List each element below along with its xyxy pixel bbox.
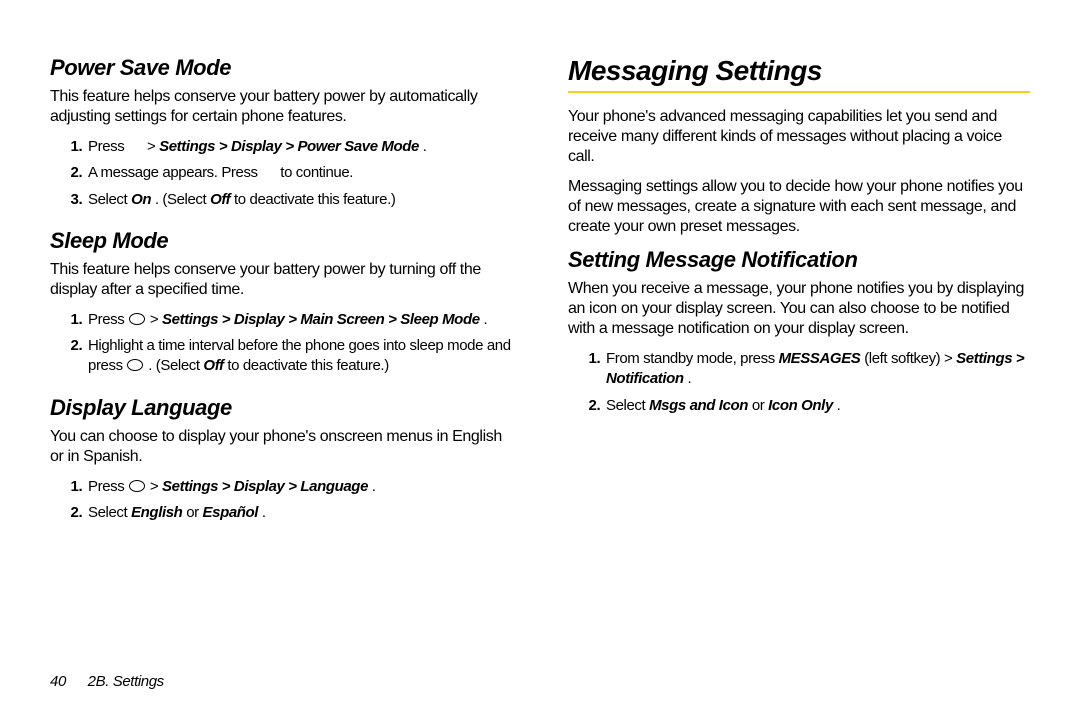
menu-path: Settings > Display > Language — [162, 478, 368, 495]
text: Press — [88, 138, 128, 155]
option-msgs-and-icon: Msgs and Icon — [649, 397, 748, 414]
section-display-language: Display Language You can choose to displ… — [50, 395, 512, 524]
text: A message appears. Press — [88, 164, 261, 181]
step: Select English or Español . — [86, 503, 512, 523]
text: . — [483, 311, 487, 328]
section-power-save: Power Save Mode This feature helps conse… — [50, 55, 512, 210]
text: to deactivate this feature.) — [227, 357, 388, 374]
steps-power-save: Press > Settings > Display > Power Save … — [50, 137, 512, 210]
steps-sleep-mode: Press > Settings > Display > Main Screen… — [50, 310, 512, 377]
section-label: 2B. Settings — [88, 673, 164, 690]
section-message-notification: Setting Message Notification When you re… — [568, 247, 1030, 416]
para-message-notification: When you receive a message, your phone n… — [568, 279, 1030, 339]
menu-path: Sleep Mode — [400, 311, 479, 328]
step: Select Msgs and Icon or Icon Only . — [604, 396, 1030, 416]
text: or — [752, 397, 768, 414]
text: . — [262, 504, 266, 521]
text: Press — [88, 311, 128, 328]
text: Select — [606, 397, 649, 414]
option-on: On — [131, 191, 151, 208]
text: . — [687, 370, 691, 387]
step: From standby mode, press MESSAGES (left … — [604, 349, 1030, 390]
text: > — [147, 138, 159, 155]
text: (left softkey) > — [864, 350, 956, 367]
text-sep: > — [388, 311, 400, 328]
left-column: Power Save Mode This feature helps conse… — [50, 55, 540, 690]
step: Press > Settings > Display > Power Save … — [86, 137, 512, 157]
step: Press > Settings > Display > Main Screen… — [86, 310, 512, 330]
text: . — [423, 138, 427, 155]
menu-key-icon — [129, 313, 145, 325]
heading-display-language: Display Language — [50, 395, 512, 421]
text: to continue. — [280, 164, 353, 181]
option-off: Off — [203, 357, 223, 374]
steps-message-notification: From standby mode, press MESSAGES (left … — [568, 349, 1030, 416]
steps-display-language: Press > Settings > Display > Language . … — [50, 477, 512, 524]
text: Select — [88, 504, 131, 521]
section-sleep-mode: Sleep Mode This feature helps conserve y… — [50, 228, 512, 377]
softkey-messages: MESSAGES — [779, 350, 861, 367]
heading-underline — [568, 91, 1030, 93]
heading-messaging-settings: Messaging Settings — [568, 55, 1030, 87]
page-footer: 40 2B. Settings — [50, 673, 164, 690]
menu-key-icon — [127, 359, 143, 371]
text-sep: > — [288, 311, 300, 328]
right-column: Messaging Settings Your phone's advanced… — [540, 55, 1030, 690]
text: Select — [88, 191, 131, 208]
text: . (Select — [148, 357, 203, 374]
para-sleep-mode: This feature helps conserve your battery… — [50, 260, 512, 300]
para-messaging-2: Messaging settings allow you to decide h… — [568, 177, 1030, 237]
option-off: Off — [210, 191, 230, 208]
heading-sleep-mode: Sleep Mode — [50, 228, 512, 254]
heading-message-notification: Setting Message Notification — [568, 247, 1030, 273]
para-display-language: You can choose to display your phone's o… — [50, 427, 512, 467]
heading-power-save: Power Save Mode — [50, 55, 512, 81]
option-espanol: Español — [203, 504, 259, 521]
text: . — [837, 397, 841, 414]
gap — [261, 164, 276, 181]
para-power-save: This feature helps conserve your battery… — [50, 87, 512, 127]
para-messaging-1: Your phone's advanced messaging capabili… — [568, 107, 1030, 167]
gap — [128, 138, 143, 155]
menu-path: Settings > Display > Power Save Mode — [159, 138, 419, 155]
text: > — [150, 478, 162, 495]
menu-key-icon — [129, 480, 145, 492]
text: From standby mode, press — [606, 350, 779, 367]
text: to deactivate this feature.) — [234, 191, 395, 208]
text: > — [150, 311, 162, 328]
option-english: English — [131, 504, 182, 521]
option-icon-only: Icon Only — [768, 397, 833, 414]
manual-page: Power Save Mode This feature helps conse… — [0, 0, 1080, 720]
menu-path: Main Screen — [300, 311, 384, 328]
menu-path: Settings > Display — [162, 311, 284, 328]
text: . (Select — [155, 191, 210, 208]
page-number: 40 — [50, 673, 66, 690]
step: Select On . (Select Off to deactivate th… — [86, 190, 512, 210]
step: Highlight a time interval before the pho… — [86, 336, 512, 377]
text: Press — [88, 478, 128, 495]
step: Press > Settings > Display > Language . — [86, 477, 512, 497]
text: . — [372, 478, 376, 495]
text: or — [186, 504, 202, 521]
step: A message appears. Press to continue. — [86, 163, 512, 183]
